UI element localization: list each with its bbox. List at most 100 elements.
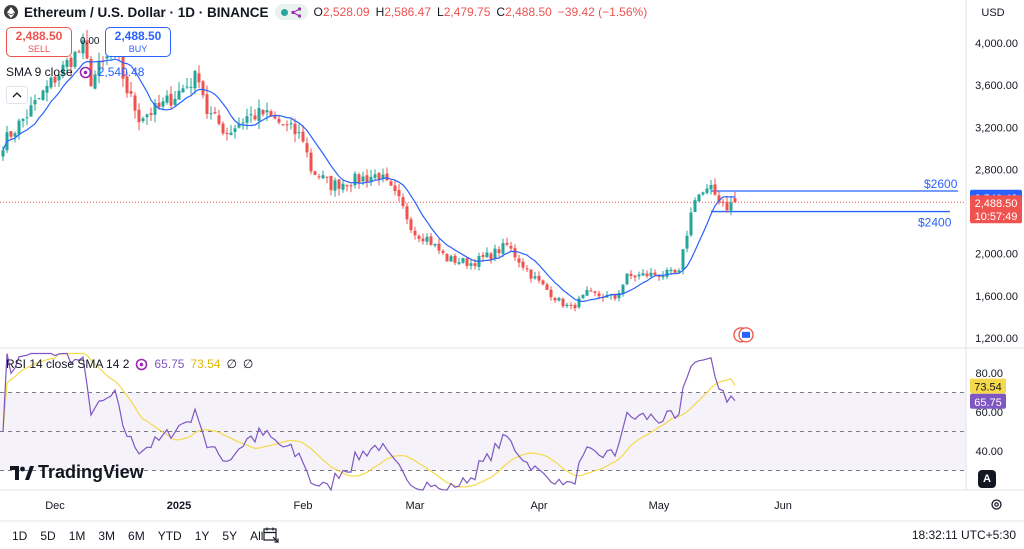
close-value: 2,488.50 [505, 5, 552, 19]
candle-body [157, 102, 161, 108]
candle-body [97, 61, 101, 76]
timeframe-1y[interactable]: 1Y [194, 528, 210, 543]
rsi-legend-extra-1: ∅ [226, 357, 237, 371]
rsi-tag-bg [970, 393, 1006, 409]
candle-body [681, 249, 685, 270]
collapse-legend-button[interactable] [6, 86, 28, 104]
chart-settings-gear-icon[interactable] [990, 498, 1003, 514]
timeframe-ytd[interactable]: YTD [157, 528, 182, 543]
candle-body [45, 86, 49, 93]
candle-body [509, 245, 513, 249]
candle-body [9, 131, 13, 137]
candle-body [613, 294, 617, 299]
candle-body [517, 258, 521, 263]
candle-body [249, 114, 253, 116]
candle-body [121, 53, 125, 79]
candle-body [557, 298, 561, 301]
candle-body [61, 64, 65, 75]
timeframe-6m[interactable]: 6M [128, 528, 145, 543]
time-tick-label: Dec [45, 500, 65, 512]
candle-body [41, 90, 45, 100]
candle-body [525, 268, 529, 270]
candle-body [393, 185, 397, 192]
rsi-legend[interactable]: RSI 14 close SMA 14 2 65.75 73.54 ∅ ∅ [6, 357, 253, 371]
candle-body [629, 273, 633, 276]
candle-body [385, 173, 389, 181]
high-value: 2,586.47 [384, 5, 431, 19]
candle-body [469, 263, 473, 266]
candle-body [449, 256, 453, 262]
candle-body [717, 195, 721, 203]
market-open-dot [280, 8, 288, 16]
timeframe-5d[interactable]: 5D [40, 528, 56, 543]
last-price-tag-bg [970, 195, 1022, 224]
market-status-pill[interactable] [274, 4, 308, 20]
rsi-legend-label: RSI 14 close SMA 14 2 [6, 357, 130, 371]
timeframe-5y[interactable]: 5Y [222, 528, 238, 543]
ethereum-icon [4, 5, 18, 19]
candle-body [597, 293, 601, 297]
candle-body [185, 86, 189, 88]
auto-scale-button[interactable]: A [978, 470, 996, 488]
candle-body [677, 270, 681, 273]
candle-body [125, 76, 129, 94]
candle-body [305, 143, 309, 153]
symbol-title[interactable]: Ethereum / U.S. Dollar · 1D · BINANCE [24, 4, 269, 20]
candle-body [65, 60, 69, 67]
candle-body [709, 185, 713, 190]
rsi-settings-icon[interactable] [135, 358, 148, 371]
candle-body [433, 243, 437, 246]
sell-label: SELL [27, 44, 51, 54]
candle-body [225, 132, 229, 134]
sma-line [2, 58, 736, 303]
candle-body [77, 51, 81, 53]
candle-body [461, 258, 465, 263]
buy-button[interactable]: 2,488.50 BUY [105, 27, 171, 57]
candle-body [417, 235, 421, 239]
timeframe-1m[interactable]: 1M [68, 528, 86, 543]
candle-body [501, 243, 505, 254]
candle-body [693, 200, 697, 213]
sell-button[interactable]: 2,488.50 SELL [6, 27, 72, 57]
candle-body [53, 76, 57, 83]
candle-body [713, 184, 717, 195]
candle-body [569, 304, 573, 306]
candle-body [277, 119, 281, 123]
candle-body [93, 74, 97, 89]
currency-selector[interactable]: USD [968, 3, 1018, 23]
clock-readout[interactable]: 18:32:11 UTC+5:30 [911, 528, 1016, 542]
candle-body [205, 94, 209, 114]
candle-body [37, 98, 41, 100]
indicator-settings-icon[interactable] [79, 66, 92, 79]
candle-body [193, 71, 197, 89]
level-label-1: $2400 [918, 216, 952, 230]
timeframe-1d[interactable]: 1D [12, 528, 28, 543]
price-tick-label: 1,200.00 [975, 333, 1018, 345]
candle-body [729, 202, 733, 211]
rsi-tick-label: 40.00 [975, 446, 1003, 458]
rsi-sma-line [2, 352, 736, 488]
candle-body [21, 118, 25, 121]
sma-legend-label: SMA 9 close [6, 65, 73, 79]
candle-body [329, 176, 333, 191]
candle-body [397, 189, 401, 197]
rsi-sma-tag: 73.54 [974, 382, 1002, 394]
candle-body [237, 124, 241, 128]
candle-body [1, 150, 5, 157]
candle-body [233, 128, 237, 132]
candle-body [585, 289, 589, 296]
date-range-calendar-icon[interactable] [262, 526, 280, 547]
timeframe-all[interactable]: All [250, 528, 264, 543]
chart-canvas[interactable]: $2600 $2400 4,000.00 3,600.00 3,200.00 2,800… [0, 0, 1024, 522]
candle-body [529, 269, 533, 279]
candle-body [441, 250, 445, 253]
candle-body [105, 56, 109, 59]
candle-body [373, 174, 377, 178]
candle-body [297, 132, 301, 134]
sma-legend[interactable]: SMA 9 close 2,540.48 [6, 65, 144, 79]
candle-body [705, 188, 709, 193]
candle-body [553, 298, 557, 301]
share-icon [290, 6, 301, 18]
timeframe-3m[interactable]: 3M [98, 528, 116, 543]
candle-body [33, 99, 37, 105]
